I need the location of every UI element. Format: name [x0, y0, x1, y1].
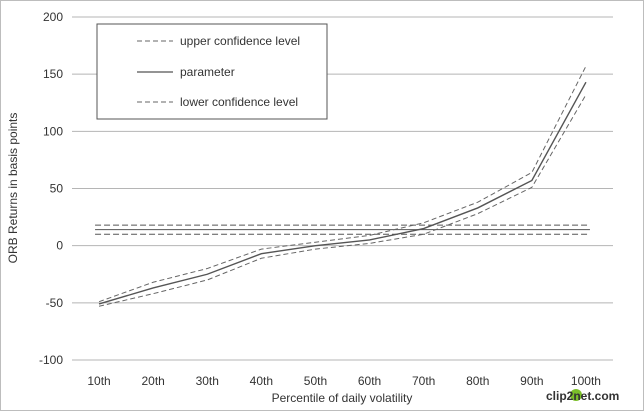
- y-tick-label: 0: [56, 239, 63, 253]
- series-lines: [98, 65, 587, 307]
- x-tick-label: 70th: [412, 374, 435, 388]
- y-tick-label: 200: [43, 10, 63, 24]
- series-line-2: [98, 94, 587, 307]
- watermark-text: clip2net.com: [546, 389, 619, 403]
- y-tick-label: 150: [43, 67, 63, 81]
- reference-lines: [95, 224, 590, 235]
- x-axis-title: Percentile of daily volatility: [272, 391, 413, 405]
- y-tick-label: 100: [43, 124, 63, 138]
- x-tick-label: 60th: [358, 374, 381, 388]
- gridlines: [72, 16, 613, 361]
- x-tick-label: 30th: [196, 374, 219, 388]
- legend-label-upper: upper confidence level: [180, 34, 300, 48]
- x-tick-label: 20th: [141, 374, 164, 388]
- watermark-logo-icon: [570, 389, 582, 401]
- legend-box: [96, 23, 328, 120]
- x-tick-label: 10th: [87, 374, 110, 388]
- x-tick-label: 90th: [520, 374, 543, 388]
- series-line-1: [98, 81, 587, 305]
- y-axis-title: ORB Returns in basis points: [6, 113, 20, 264]
- legend-label-parameter: parameter: [180, 65, 235, 79]
- x-tick-label: 80th: [466, 374, 489, 388]
- legend-label-lower: lower confidence level: [180, 95, 298, 109]
- y-tick-label: -50: [46, 296, 64, 310]
- series-line-0: [98, 65, 587, 303]
- x-tick-label: 100th: [571, 374, 601, 388]
- y-tick-label: -100: [39, 353, 63, 367]
- legend: upper confidence level parameter lower c…: [96, 23, 328, 120]
- clip2net-watermark: clip2net.com: [546, 389, 619, 403]
- y-tick-label: 50: [50, 182, 64, 196]
- x-tick-labels: 10th 20th 30th 40th 50th 60th 70th 80th 90th 100t…: [87, 374, 601, 388]
- x-tick-label: 40th: [250, 374, 273, 388]
- x-tick-label: 50th: [304, 374, 327, 388]
- y-tick-labels: -100 -50 0 50 100 150 200: [39, 10, 63, 367]
